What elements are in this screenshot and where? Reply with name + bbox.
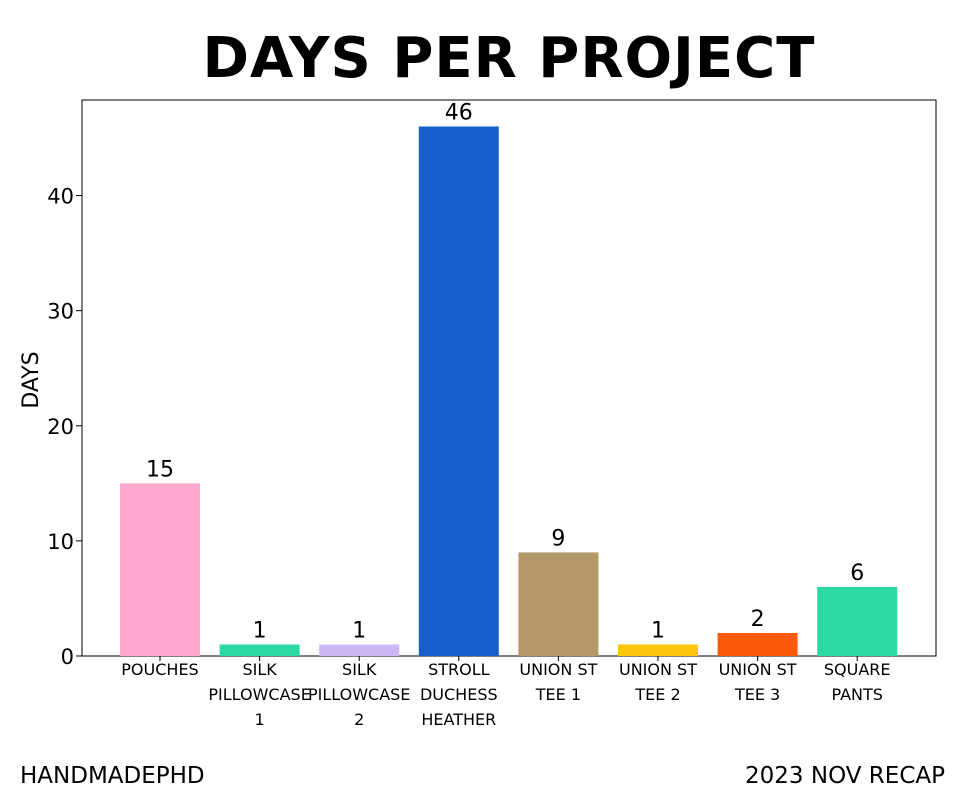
bar-value-label: 1 xyxy=(352,618,366,643)
x-tick-label-line: TEE 1 xyxy=(535,685,581,704)
x-tick-label: STROLL DUCHESS HEATHER xyxy=(420,660,498,729)
x-tick-label-line: UNION ST xyxy=(519,660,597,679)
footer-left-label: HANDMADEPHD xyxy=(20,763,205,789)
bar-value-label: 15 xyxy=(146,457,174,482)
x-tick-label-line: SQUARE xyxy=(824,660,891,679)
y-axis-ticks: 0 10 20 30 40 xyxy=(47,185,82,669)
bar-value-label: 1 xyxy=(651,618,665,643)
bar-value-label: 2 xyxy=(751,607,765,632)
bar-value-label: 9 xyxy=(551,526,565,551)
bar xyxy=(418,126,499,656)
x-tick-label: SILK PILLOWCASE 1 xyxy=(208,660,310,729)
x-tick-label-line: TEE 3 xyxy=(734,685,780,704)
y-tick-label: 40 xyxy=(47,185,74,209)
x-tick-label-line: PILLOWCASE xyxy=(208,685,310,704)
x-tick-label-line: PANTS xyxy=(831,685,882,704)
x-tick-label: UNION ST TEE 3 xyxy=(719,660,797,704)
x-tick-label-line: 1 xyxy=(255,710,265,729)
x-tick-label-line: SILK xyxy=(342,660,377,679)
x-tick-label: UNION ST TEE 2 xyxy=(619,660,697,704)
bar xyxy=(518,552,599,656)
y-tick-label: 20 xyxy=(47,415,74,439)
bar xyxy=(618,644,698,656)
bars-group xyxy=(120,126,898,656)
x-tick-label: SQUARE PANTS xyxy=(824,660,891,704)
x-tick-label: POUCHES xyxy=(121,660,198,679)
y-axis-label: DAYS xyxy=(19,351,44,408)
bar xyxy=(717,632,798,656)
bar-value-label: 46 xyxy=(445,100,473,125)
x-tick-label-line: PILLOWCASE xyxy=(308,685,410,704)
plot-area-frame xyxy=(81,99,937,657)
bar xyxy=(120,483,200,656)
y-tick-label: 10 xyxy=(47,530,74,554)
x-tick-label-line: UNION ST xyxy=(719,660,797,679)
bar xyxy=(219,644,300,656)
bar xyxy=(319,644,400,656)
x-tick-label-line: POUCHES xyxy=(121,660,198,679)
bar xyxy=(817,586,898,656)
footer-right-label: 2023 NOV RECAP xyxy=(745,763,945,789)
x-tick-label-line: SILK xyxy=(242,660,277,679)
x-tick-label-line: UNION ST xyxy=(619,660,697,679)
bar-value-label: 6 xyxy=(850,561,864,586)
y-tick-label: 30 xyxy=(47,300,74,324)
bar-value-label: 1 xyxy=(253,618,267,643)
x-axis-ticks: POUCHES SILK PILLOWCASE 1 SILK PILLOWCASE 2 STR… xyxy=(121,656,891,729)
x-tick-label-line: HEATHER xyxy=(421,710,496,729)
x-tick-label-line: STROLL xyxy=(428,660,490,679)
x-tick-label-line: 2 xyxy=(354,710,364,729)
chart-title: DAYS PER PROJECT xyxy=(203,26,816,91)
x-tick-label-line: TEE 2 xyxy=(634,685,680,704)
x-tick-label-line: DUCHESS xyxy=(420,685,498,704)
y-tick-label: 0 xyxy=(61,645,74,669)
x-tick-label: SILK PILLOWCASE 2 xyxy=(308,660,410,729)
x-tick-label: UNION ST TEE 1 xyxy=(519,660,597,704)
